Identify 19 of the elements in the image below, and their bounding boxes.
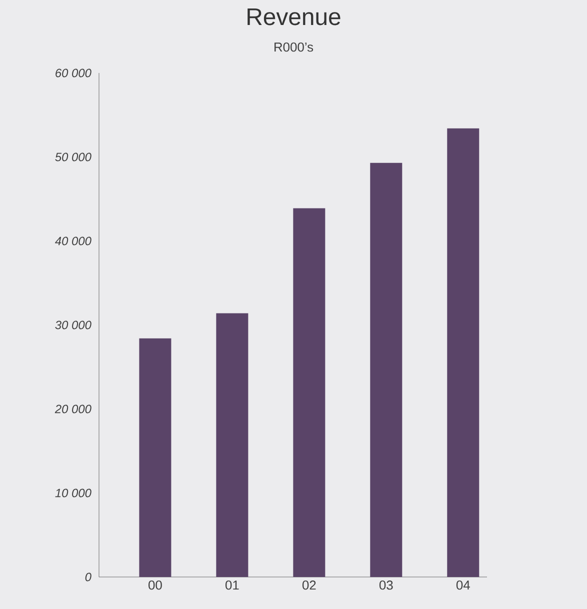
bar [216,313,248,577]
y-tick-label: 50 000 [55,152,92,162]
x-tick-label: 00 [148,580,162,590]
bar [293,208,326,577]
x-tick-label: 01 [225,580,239,590]
y-tick-label: 60 000 [56,68,92,78]
y-tick-label: 20 000 [54,404,92,414]
chart-subtitle: R000’s [274,42,314,52]
bar [447,128,480,577]
chart-title: Revenue [248,8,340,26]
y-tick-label: 10 000 [55,488,92,498]
y-tick-label: 40 000 [54,236,92,246]
x-tick-label: 03 [379,580,393,590]
y-tick-label: 30 000 [55,320,92,330]
x-tick-label: 04 [456,580,470,590]
bar [370,162,402,577]
bar [139,338,172,577]
y-tick-label: 0 [85,572,92,582]
x-tick-label: 02 [302,580,316,590]
